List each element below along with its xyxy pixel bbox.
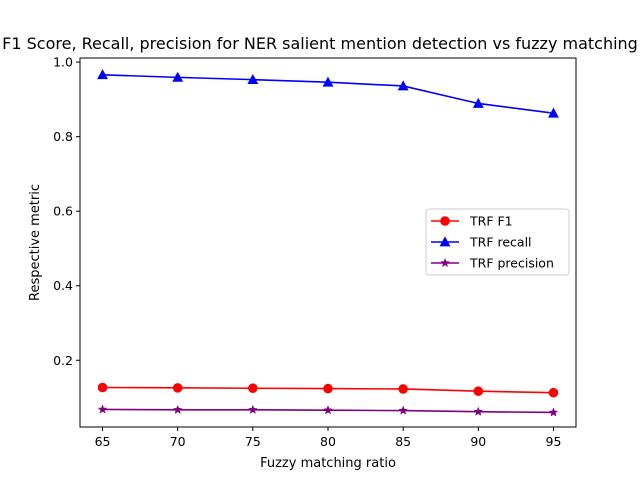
data-point — [172, 383, 183, 393]
data-point — [548, 387, 559, 398]
data-point — [323, 405, 333, 415]
legend-marker — [439, 236, 451, 247]
data-point — [473, 406, 484, 416]
legend-label: TRF F1 — [469, 214, 513, 229]
legend: TRF F1 TRF recall TRF precision — [425, 208, 570, 276]
data-point — [248, 383, 258, 394]
data-point — [97, 382, 108, 393]
y-tick-label: 0.2 — [53, 353, 73, 368]
data-point — [247, 73, 259, 85]
data-point — [97, 404, 108, 414]
data-point — [397, 80, 409, 91]
series-trf-recall — [97, 69, 559, 118]
x-tick-label: 80 — [320, 434, 336, 449]
series-trf-f1 — [97, 382, 559, 398]
data-point — [472, 97, 484, 108]
y-tick-label: 1.0 — [53, 55, 73, 70]
data-point — [548, 407, 559, 417]
y-tick-label: 0.6 — [53, 204, 73, 219]
data-point — [398, 384, 408, 394]
data-point — [548, 107, 559, 118]
x-tick-label: 90 — [470, 434, 486, 449]
legend-label: TRF precision — [469, 256, 554, 271]
y-tick-label: 0.4 — [53, 278, 73, 293]
data-point — [322, 76, 334, 87]
x-tick-label: 70 — [170, 434, 186, 449]
plot-area — [97, 69, 559, 417]
data-point — [172, 71, 184, 82]
data-point — [398, 405, 408, 415]
legend-label: TRF recall — [469, 235, 532, 250]
data-point — [97, 69, 108, 80]
legend-box — [425, 208, 570, 276]
chart-title: F1 Score, Recall, precision for NER sali… — [2, 34, 638, 53]
data-point — [172, 404, 183, 414]
y-axis-ticks: 0.2 0.4 0.6 0.8 1.0 — [53, 55, 80, 368]
y-tick-label: 0.8 — [53, 129, 73, 144]
data-point — [323, 383, 333, 394]
series-trf-precision — [97, 404, 559, 417]
legend-marker — [440, 216, 450, 226]
x-tick-label: 95 — [546, 434, 562, 449]
legend-marker — [440, 257, 450, 268]
x-tick-label: 75 — [245, 434, 261, 449]
x-tick-label: 65 — [95, 434, 111, 449]
x-axis-ticks: 65 70 75 80 85 90 95 — [95, 427, 562, 449]
data-point — [473, 386, 484, 397]
x-tick-label: 85 — [395, 434, 411, 449]
data-point — [248, 404, 258, 414]
y-axis-label: Respective metric — [28, 184, 43, 301]
x-axis-label: Fuzzy matching ratio — [260, 456, 396, 471]
